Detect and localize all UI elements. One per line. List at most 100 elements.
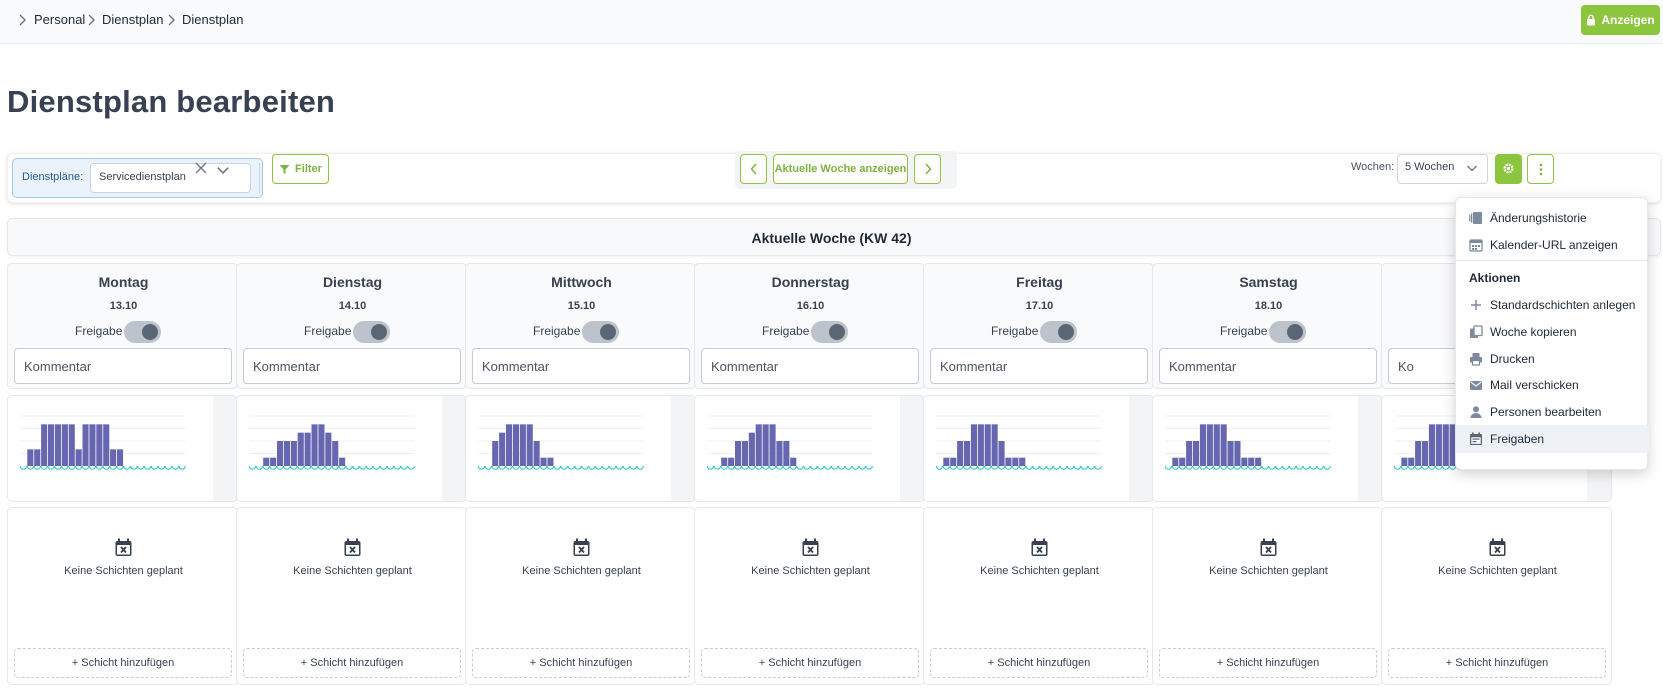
chart-baseline-marker (1011, 465, 1020, 470)
chart-bar (533, 441, 540, 466)
chart-baseline-marker (1421, 465, 1429, 470)
chart-baseline-marker (345, 465, 353, 470)
chart-baseline-marker (1004, 465, 1013, 470)
chart-bar (1193, 441, 1200, 466)
chart-bar (769, 424, 776, 466)
chart-baseline-marker (970, 465, 978, 470)
menu-item-mail-verschicken[interactable]: Mail verschicken (1456, 371, 1649, 399)
chart-baseline-marker (1226, 465, 1235, 470)
menu-item-freigaben[interactable]: Freigaben (1456, 425, 1649, 453)
chart-baseline-marker (297, 465, 305, 470)
chart-bar (34, 449, 41, 466)
filter-button[interactable]: Filter (272, 154, 329, 184)
add-shift-button[interactable]: + Schicht hinzufügen (14, 648, 232, 678)
menu-item-standardschichten[interactable]: Standardschichten anlegen (1456, 291, 1649, 319)
calendar-icon (1469, 239, 1483, 252)
comment-input[interactable] (243, 348, 461, 384)
mail-icon (1470, 381, 1482, 390)
freigabe-toggle[interactable] (1269, 321, 1306, 343)
chart-baseline-marker (865, 465, 873, 470)
anzeigen-button[interactable]: Anzeigen (1581, 5, 1660, 35)
chart-baseline-marker (123, 465, 131, 470)
chart-baseline-marker (372, 465, 381, 470)
chart-baseline-marker (574, 465, 582, 470)
next-week-button[interactable] (914, 154, 941, 184)
day-header: Donnerstag 16.10 Freigabe (694, 263, 925, 389)
chart-bar (755, 424, 762, 466)
menu-item-woche-kopieren[interactable]: Woche kopieren (1456, 318, 1649, 346)
day-name: Mittwoch (551, 274, 612, 290)
calendar-x-icon (344, 538, 361, 556)
chart-baseline-marker (1094, 465, 1102, 470)
menu-item-drucken[interactable]: Drucken (1456, 345, 1649, 373)
breadcrumb-current: Dienstplan (182, 12, 244, 27)
add-shift-button[interactable]: + Schicht hinzufügen (243, 648, 461, 678)
chart-bar (290, 441, 297, 466)
comment-input[interactable] (930, 348, 1148, 384)
chart-baseline-marker (1233, 465, 1242, 470)
chart-baseline-marker (1087, 465, 1095, 470)
chart-bar (103, 424, 110, 466)
day-header: Dienstag 14.10 Freigabe (236, 263, 467, 389)
current-week-button[interactable]: Aktuelle Woche anzeigen (773, 154, 908, 184)
dienstplaene-select[interactable] (90, 163, 251, 193)
comment-input[interactable] (14, 348, 232, 384)
dienstplaene-value: Servicedienstplan (99, 171, 186, 183)
staffing-chart (248, 415, 415, 470)
chart-baseline-marker (713, 465, 722, 470)
menu-item-personen-bearbeiten[interactable]: Personen bearbeiten (1456, 398, 1649, 426)
comment-input[interactable] (701, 348, 919, 384)
freigabe-toggle[interactable] (582, 321, 619, 343)
prev-week-button[interactable] (740, 154, 767, 184)
clear-icon[interactable] (195, 162, 207, 174)
add-shift-button[interactable]: + Schicht hinzufügen (1388, 648, 1606, 678)
chevron-down-icon[interactable] (216, 163, 230, 177)
chart-bar (304, 432, 311, 466)
add-shift-button[interactable]: + Schicht hinzufügen (701, 648, 919, 678)
freigabe-toggle[interactable] (1040, 321, 1077, 343)
chart-bar (748, 432, 755, 466)
menu-item-aenderungshistorie[interactable]: Änderungshistorie (1456, 204, 1649, 232)
chart-side-panel (900, 396, 924, 501)
chart-baseline-marker (824, 465, 832, 470)
freigabe-toggle[interactable] (124, 321, 161, 343)
chart-bar (117, 449, 124, 466)
chevron-right-icon (924, 163, 932, 175)
chart-bar (283, 441, 290, 466)
comment-input[interactable] (1159, 348, 1377, 384)
chart-bar (499, 432, 506, 466)
menu-label: Mail verschicken (1490, 378, 1579, 392)
freigabe-label: Freigabe (762, 324, 810, 338)
current-week-label: Aktuelle Woche anzeigen (774, 163, 907, 175)
chart-baseline-marker (130, 465, 138, 470)
chart-bar (1019, 457, 1026, 466)
day-header: Mittwoch 15.10 Freigabe (465, 263, 696, 389)
comment-input[interactable] (472, 348, 690, 384)
add-shift-button[interactable]: + Schicht hinzufügen (472, 648, 690, 678)
breadcrumb-personal[interactable]: Personal (34, 12, 86, 27)
menu-label: Standardschichten anlegen (1490, 298, 1636, 312)
chart-bar (1234, 441, 1241, 466)
chart-bar (61, 424, 68, 466)
settings-button[interactable] (1495, 154, 1522, 184)
add-shift-button[interactable]: + Schicht hinzufügen (930, 648, 1148, 678)
more-options-button[interactable] (1527, 154, 1554, 184)
chart-baseline-marker (615, 465, 624, 470)
filter-label: Filter (295, 163, 322, 175)
chart-baseline-marker (393, 465, 402, 470)
chart-baseline-marker (851, 465, 860, 470)
chart-bar (1401, 457, 1408, 466)
chart-baseline-marker (636, 465, 644, 470)
freigabe-toggle[interactable] (811, 321, 848, 343)
freigabe-label: Freigabe (1220, 324, 1268, 338)
breadcrumb-dienstplan[interactable]: Dienstplan (102, 12, 164, 27)
freigabe-toggle[interactable] (353, 321, 390, 343)
chart-bar (984, 424, 991, 466)
chart-baseline-marker (61, 465, 69, 470)
chart-baseline-marker (990, 465, 999, 470)
chart-baseline-marker (532, 465, 541, 470)
dienstplaene-label: Dienstpläne: (22, 171, 84, 183)
add-shift-button[interactable]: + Schicht hinzufügen (1159, 648, 1377, 678)
chart-baseline-marker (379, 465, 388, 470)
menu-item-kalender-url[interactable]: Kalender-URL anzeigen (1456, 231, 1649, 259)
